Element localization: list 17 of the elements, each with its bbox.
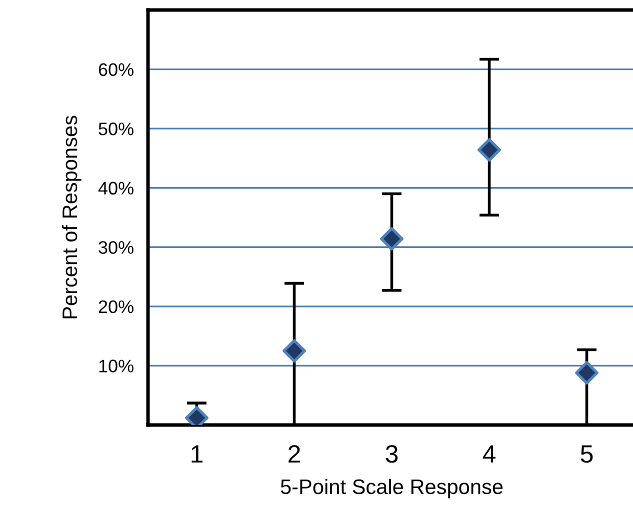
point bbox=[380, 227, 404, 251]
point bbox=[575, 361, 598, 385]
y-tick-label: 30% bbox=[98, 241, 134, 254]
x-tick-label: 5 bbox=[580, 445, 593, 463]
x-tick-label: 4 bbox=[482, 445, 496, 463]
y-tick-label: 50% bbox=[98, 122, 134, 136]
point bbox=[478, 138, 501, 162]
x-tick-label: 2 bbox=[288, 445, 300, 463]
y-tick-label: 60% bbox=[98, 63, 134, 76]
y-axis-title: Percent of Responses bbox=[62, 116, 82, 318]
point bbox=[282, 339, 306, 363]
x-tick-label: 3 bbox=[386, 445, 398, 463]
y-tick-label: 10% bbox=[99, 360, 134, 372]
x-axis-title: 5-Point Scale Response bbox=[280, 478, 503, 498]
y-tick-label: 40% bbox=[98, 182, 134, 195]
x-tick-label: 1 bbox=[192, 445, 202, 463]
y-tick-label: 20% bbox=[98, 300, 134, 314]
